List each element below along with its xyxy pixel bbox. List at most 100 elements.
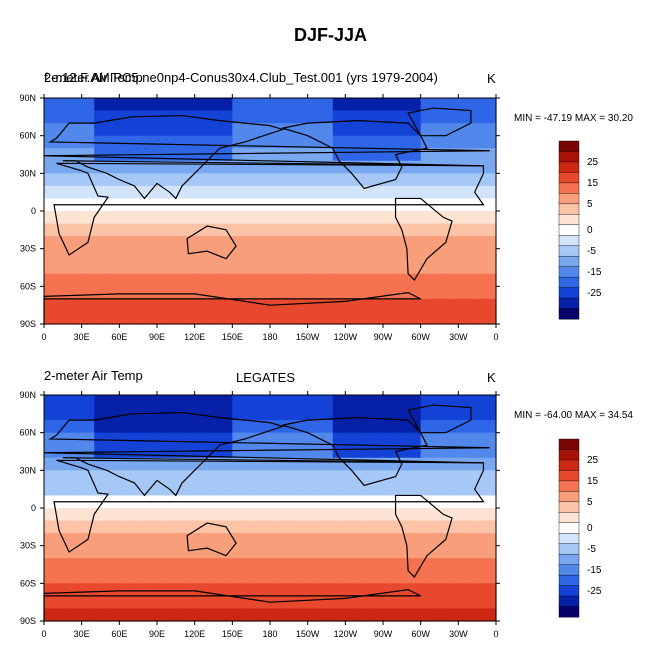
- field-cell: [257, 420, 271, 434]
- field-cell: [270, 98, 284, 112]
- field-cell: [157, 98, 171, 112]
- field-cell: [433, 520, 447, 534]
- field-cell: [282, 445, 296, 459]
- field-cell: [56, 211, 70, 225]
- field-cell: [244, 545, 259, 559]
- coastline: [43, 114, 490, 200]
- colorbar-label: 0: [587, 225, 593, 236]
- field-cell: [144, 508, 158, 522]
- colorbar-label: -25: [587, 288, 602, 299]
- field-cell: [56, 445, 70, 459]
- field-cell: [383, 545, 397, 559]
- field-cell: [357, 211, 372, 225]
- field-cell: [182, 445, 196, 459]
- field-cell: [332, 173, 346, 187]
- field-cell: [219, 595, 233, 610]
- field-cell: [320, 273, 334, 287]
- colorbar-swatch: [558, 574, 580, 587]
- colorbar-swatch: [558, 161, 580, 173]
- x-tick-label: 60E: [111, 332, 127, 342]
- field-cell: [295, 407, 309, 421]
- field-cell: [69, 236, 83, 250]
- colorbar-2: 25 15 5 0 -5 -15 -25: [558, 438, 602, 618]
- field-cell: [445, 407, 459, 421]
- field-cell: [207, 508, 221, 522]
- x-tick-label: 120E: [184, 332, 205, 342]
- field-cell: [119, 520, 133, 534]
- colorbar-swatch: [558, 585, 580, 597]
- field-cell: [144, 545, 158, 559]
- field-cell: [270, 298, 284, 313]
- field-cell: [320, 533, 334, 547]
- field-cell: [257, 211, 271, 225]
- field-cell: [169, 135, 183, 149]
- field-cell: [357, 482, 372, 497]
- field-cell: [169, 520, 183, 534]
- field-cell: [169, 407, 183, 421]
- field-cell: [157, 570, 171, 584]
- field-cell: [307, 223, 321, 237]
- field-cell: [395, 236, 409, 250]
- field-cell: [194, 211, 208, 225]
- field-cell: [232, 420, 246, 434]
- field-cell: [332, 261, 346, 275]
- colorbar-swatch: [558, 564, 580, 576]
- field-cell: [383, 110, 397, 124]
- field-cell: [383, 236, 397, 250]
- field-cell: [106, 185, 120, 200]
- field-cell: [470, 470, 485, 484]
- field-cell: [44, 261, 58, 275]
- field-cell: [257, 123, 271, 137]
- field-cell: [282, 223, 296, 237]
- field-cell: [257, 482, 271, 497]
- field-cell: [383, 470, 397, 484]
- field-cell: [131, 595, 146, 610]
- field-cell: [270, 211, 284, 225]
- field-cell: [408, 407, 422, 421]
- field-cell: [470, 273, 485, 287]
- field-cell: [483, 173, 497, 187]
- field-cell: [433, 432, 447, 446]
- panel2-min-max: MIN = -64.00 MAX = 34.54: [514, 410, 633, 421]
- field-cell: [320, 248, 334, 262]
- y-tick-label: 60N: [19, 428, 36, 438]
- field-cell: [295, 273, 309, 287]
- field-cell: [295, 583, 309, 597]
- field-cell: [157, 545, 171, 559]
- field-cell: [270, 445, 284, 459]
- field-cell: [320, 570, 334, 584]
- field-cell: [370, 558, 384, 572]
- field-cell: [470, 608, 485, 622]
- field-cell: [420, 148, 434, 162]
- field-cell: [270, 223, 284, 237]
- field-cell: [470, 545, 485, 559]
- x-tick-label: 90W: [374, 332, 393, 342]
- x-tick-label: 90W: [374, 629, 393, 639]
- field-cell: [69, 570, 83, 584]
- field-cell: [483, 470, 497, 484]
- field-cell: [282, 261, 296, 275]
- field-cell: [420, 545, 434, 559]
- field-cell: [483, 123, 497, 137]
- field-cell: [270, 407, 284, 421]
- field-cell: [445, 570, 459, 584]
- coastline: [282, 416, 428, 487]
- field-cell: [395, 211, 409, 225]
- field-cell: [345, 173, 359, 187]
- field-cell: [332, 482, 346, 497]
- colorbar-swatch: [558, 522, 580, 534]
- field-cell: [81, 545, 95, 559]
- field-cell: [307, 583, 321, 597]
- field-cell: [106, 223, 120, 237]
- field-cell: [106, 420, 120, 434]
- field-cell: [458, 508, 472, 522]
- field-cell: [131, 457, 146, 471]
- field-cell: [295, 298, 309, 313]
- field-cell: [345, 298, 359, 313]
- field-cell: [219, 482, 233, 497]
- field-cell: [383, 583, 397, 597]
- x-tick-label: 180: [262, 629, 277, 639]
- field-cell: [458, 545, 472, 559]
- field-cell: [56, 583, 70, 597]
- field-cell: [395, 595, 409, 610]
